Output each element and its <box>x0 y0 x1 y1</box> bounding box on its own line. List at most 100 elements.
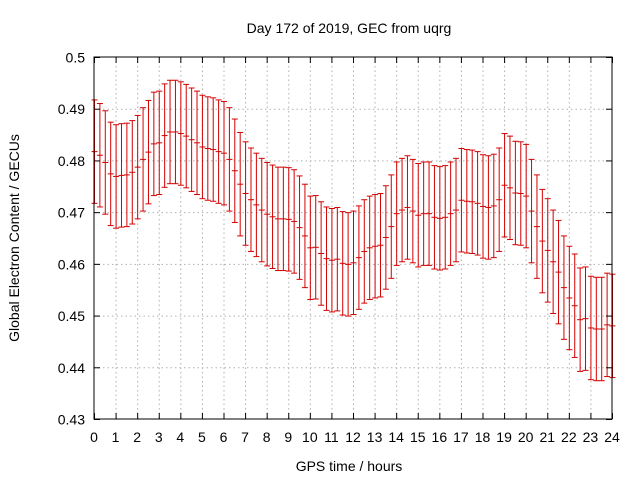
x-tick-label: 12 <box>345 429 361 445</box>
error-bar-point <box>156 90 163 196</box>
error-bar-point <box>426 161 433 266</box>
error-bar-point <box>145 99 152 205</box>
error-bar-point <box>377 193 384 298</box>
error-bar-point <box>258 157 265 263</box>
x-tick-label: 2 <box>133 429 141 445</box>
error-bar-point <box>593 276 600 382</box>
error-bar-point <box>107 121 114 227</box>
error-bar-point <box>118 123 125 228</box>
x-tick-label: 18 <box>475 429 491 445</box>
error-bar-point <box>247 147 254 252</box>
error-bar-point <box>453 157 460 263</box>
error-bar-point <box>382 185 389 290</box>
error-bar-point <box>269 164 276 269</box>
x-tick-label: 13 <box>367 429 383 445</box>
error-bar-point <box>350 210 357 316</box>
error-bar-point <box>463 149 470 254</box>
error-bar-point <box>231 118 238 223</box>
y-tick-label: 0.44 <box>58 360 85 376</box>
error-bar-point <box>210 97 217 202</box>
error-bar-point <box>172 79 179 185</box>
error-bar-point <box>204 96 211 201</box>
error-bar-point <box>560 235 567 340</box>
error-bar-point <box>307 195 314 301</box>
error-bar-point <box>566 245 573 351</box>
axis-ticks <box>94 57 613 420</box>
error-bar-point <box>167 79 174 185</box>
y-tick-label: 0.45 <box>58 308 85 324</box>
error-bar-point <box>226 107 233 212</box>
error-bar-point <box>129 120 136 225</box>
error-bar-point <box>323 206 330 311</box>
error-bar-point <box>506 135 513 241</box>
error-bar-point <box>140 107 147 212</box>
x-tick-label: 15 <box>410 429 426 445</box>
error-bar-point <box>517 141 524 246</box>
error-bar-point <box>221 100 227 206</box>
error-bar-point <box>496 147 503 252</box>
error-bar-point <box>113 124 120 229</box>
error-bar-point <box>555 219 562 325</box>
error-bar-point <box>399 157 406 263</box>
x-tick-label: 0 <box>90 429 98 445</box>
x-tick-label: 20 <box>518 429 534 445</box>
error-bar-point <box>188 87 195 192</box>
error-bar-point <box>328 208 335 313</box>
error-bar-point <box>598 276 605 382</box>
error-bar-point <box>285 167 292 272</box>
error-bar-point <box>334 206 341 312</box>
error-bar-point <box>237 131 244 237</box>
error-bar-point <box>431 165 438 270</box>
error-bar-point <box>587 275 594 381</box>
tick-labels: 0 1 2 3 4 5 6 7 8 9 10 11 12 13 14 15 16 17 18 19 20 21 22 23 24… <box>58 50 620 446</box>
error-bar-point <box>533 174 540 279</box>
error-bar-point <box>150 91 157 197</box>
x-tick-label: 21 <box>539 429 555 445</box>
error-bar-point <box>96 103 103 208</box>
error-bar-point <box>420 161 427 266</box>
x-tick-label: 22 <box>561 429 577 445</box>
error-bar-point <box>485 155 492 260</box>
error-bar-point <box>474 151 481 256</box>
error-bar-point <box>194 90 201 196</box>
y-tick-label: 0.48 <box>58 153 85 169</box>
error-bar-point <box>183 83 190 189</box>
y-tick-label: 0.47 <box>58 205 85 221</box>
x-tick-label: 11 <box>324 429 339 445</box>
error-bar-point <box>415 163 422 268</box>
error-bar-point <box>436 166 443 271</box>
error-bar-point <box>539 188 546 294</box>
error-bar-point <box>577 267 584 372</box>
error-bar-point <box>366 195 373 301</box>
error-bar-point <box>123 122 130 228</box>
error-bar-point <box>582 266 589 371</box>
x-tick-label: 5 <box>198 429 206 445</box>
x-axis-label: GPS time / hours <box>296 458 403 474</box>
error-bar-point <box>544 198 551 303</box>
error-bar-point <box>134 114 141 220</box>
error-bar-point <box>372 194 379 299</box>
error-bar-point <box>242 141 249 246</box>
x-tick-label: 24 <box>604 429 620 445</box>
error-bar-point <box>291 169 298 274</box>
x-tick-label: 16 <box>432 429 448 445</box>
error-bar-point <box>442 165 449 270</box>
error-bar-point <box>312 195 319 300</box>
x-tick-label: 7 <box>241 429 249 445</box>
error-bar-point <box>264 161 271 267</box>
error-bar-point <box>393 161 400 266</box>
error-bar-point <box>523 143 530 249</box>
error-bar-point <box>177 81 184 186</box>
error-bar-point <box>480 154 486 259</box>
x-tick-label: 23 <box>583 429 599 445</box>
error-bar-point <box>361 199 368 304</box>
error-bar-point <box>550 209 557 314</box>
error-bar-point <box>512 140 519 246</box>
chart-title: Day 172 of 2019, GEC from uqrg <box>247 20 452 36</box>
error-bar-point <box>253 152 260 258</box>
error-bar-point <box>404 155 411 260</box>
error-bar-point <box>102 110 109 215</box>
y-tick-label: 0.49 <box>58 101 85 117</box>
x-tick-label: 14 <box>388 429 404 445</box>
error-bar-point <box>528 158 535 264</box>
